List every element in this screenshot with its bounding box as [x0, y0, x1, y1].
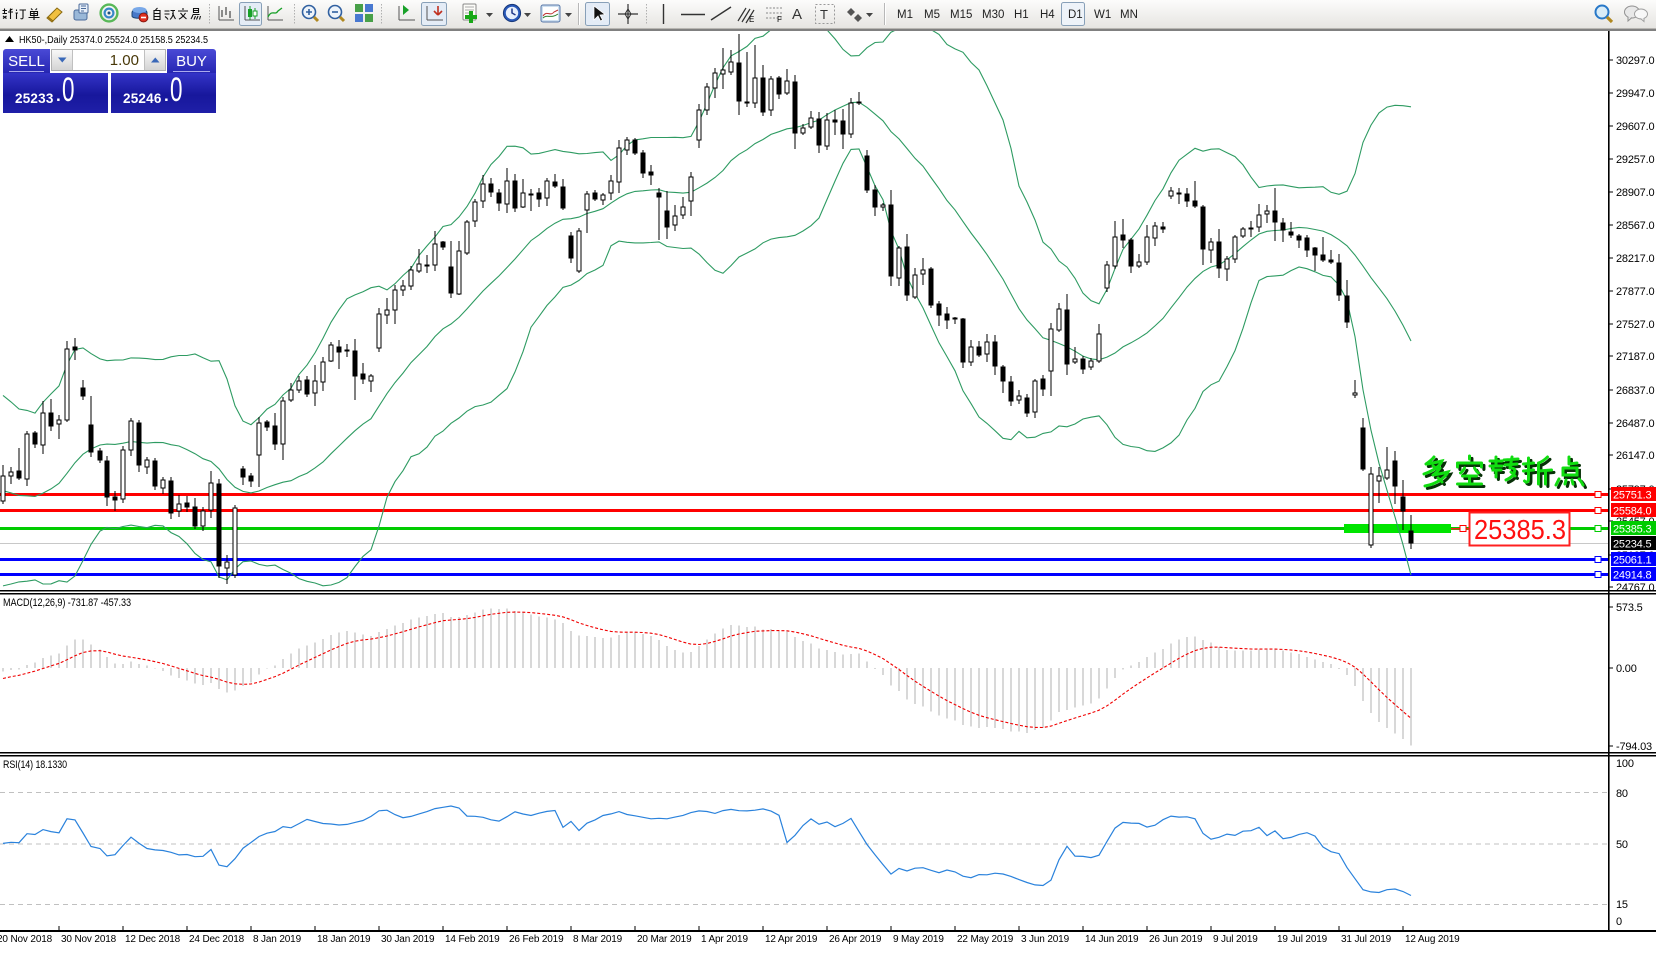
svg-text:3 Jun 2019: 3 Jun 2019	[1021, 934, 1070, 945]
svg-text:100: 100	[1616, 758, 1634, 770]
svg-text:RSI(14) 18.1330: RSI(14) 18.1330	[3, 759, 67, 771]
svg-text:28217.0: 28217.0	[1616, 253, 1654, 265]
svg-text:25385.3: 25385.3	[1474, 514, 1566, 545]
svg-text:D1: D1	[1068, 9, 1083, 21]
svg-text:H4: H4	[1040, 9, 1055, 21]
svg-text:25584.0: 25584.0	[1613, 506, 1651, 518]
svg-text:28907.0: 28907.0	[1616, 187, 1654, 199]
svg-text:0: 0	[1616, 916, 1622, 928]
svg-text:12 Dec 2018: 12 Dec 2018	[125, 934, 181, 945]
svg-text:27527.0: 27527.0	[1616, 319, 1654, 331]
svg-text:MACD(12,26,9) -731.87 -457.33: MACD(12,26,9) -731.87 -457.33	[3, 597, 131, 609]
svg-text:26 Jun 2019: 26 Jun 2019	[1149, 934, 1203, 945]
svg-text:0.00: 0.00	[1616, 663, 1637, 675]
svg-text:M5: M5	[924, 9, 940, 21]
svg-text:9 Jul 2019: 9 Jul 2019	[1213, 934, 1258, 945]
svg-text:26 Apr 2019: 26 Apr 2019	[829, 934, 882, 945]
svg-text:30 Jan 2019: 30 Jan 2019	[381, 934, 435, 945]
svg-text:28567.0: 28567.0	[1616, 220, 1654, 232]
svg-text:M30: M30	[982, 9, 1004, 21]
svg-text:T: T	[820, 7, 828, 22]
svg-text:573.5: 573.5	[1616, 602, 1643, 614]
svg-text:W1: W1	[1094, 9, 1111, 21]
svg-text:M15: M15	[950, 9, 972, 21]
svg-text:15: 15	[1616, 899, 1628, 911]
svg-text:H1: H1	[1014, 9, 1029, 21]
svg-text:12 Apr 2019: 12 Apr 2019	[765, 934, 818, 945]
svg-text:24 Dec 2018: 24 Dec 2018	[189, 934, 245, 945]
svg-text:14 Jun 2019: 14 Jun 2019	[1085, 934, 1139, 945]
svg-text:29607.0: 29607.0	[1616, 121, 1654, 133]
svg-text:8 Jan 2019: 8 Jan 2019	[253, 934, 302, 945]
svg-text:A: A	[792, 6, 802, 23]
svg-text:F: F	[777, 15, 782, 24]
svg-text:MN: MN	[1120, 9, 1138, 21]
svg-text:26487.0: 26487.0	[1616, 418, 1654, 430]
svg-text:50: 50	[1616, 839, 1628, 851]
svg-text:19 Jul 2019: 19 Jul 2019	[1277, 934, 1328, 945]
svg-text:27877.0: 27877.0	[1616, 286, 1654, 298]
svg-text:24914.8: 24914.8	[1613, 570, 1651, 582]
svg-text:22 May 2019: 22 May 2019	[957, 934, 1014, 945]
svg-text:8 Mar 2019: 8 Mar 2019	[573, 934, 623, 945]
svg-text:30 Nov 2018: 30 Nov 2018	[61, 934, 117, 945]
svg-text:14 Feb 2019: 14 Feb 2019	[445, 934, 500, 945]
svg-text:-794.03: -794.03	[1616, 741, 1652, 753]
svg-text:18 Jan 2019: 18 Jan 2019	[317, 934, 371, 945]
svg-text:27187.0: 27187.0	[1616, 351, 1654, 363]
svg-text:20 Nov 2018: 20 Nov 2018	[0, 934, 53, 945]
svg-text:9 May 2019: 9 May 2019	[893, 934, 944, 945]
svg-text:29257.0: 29257.0	[1616, 154, 1654, 166]
svg-text:25061.1: 25061.1	[1613, 555, 1651, 567]
svg-text:1 Apr 2019: 1 Apr 2019	[701, 934, 748, 945]
svg-text:29947.0: 29947.0	[1616, 88, 1654, 100]
svg-text:25234.5: 25234.5	[1613, 539, 1651, 551]
svg-text:26 Feb 2019: 26 Feb 2019	[509, 934, 564, 945]
svg-text:26147.0: 26147.0	[1616, 450, 1654, 462]
svg-text:31 Jul 2019: 31 Jul 2019	[1341, 934, 1392, 945]
svg-text:20 Mar 2019: 20 Mar 2019	[637, 934, 692, 945]
svg-text:26837.0: 26837.0	[1616, 385, 1654, 397]
svg-text:E: E	[749, 15, 754, 24]
svg-text:12 Aug 2019: 12 Aug 2019	[1405, 934, 1460, 945]
svg-text:24767.0: 24767.0	[1616, 582, 1654, 594]
svg-text:M1: M1	[897, 9, 913, 21]
svg-text:80: 80	[1616, 788, 1628, 800]
svg-text:25385.3: 25385.3	[1613, 524, 1651, 536]
svg-text:30297.0: 30297.0	[1616, 55, 1654, 67]
svg-text:HK50-,Daily 25374.0 25524.0 2: HK50-,Daily 25374.0 25524.0 25158.5 2523…	[19, 35, 208, 46]
svg-text:25751.3: 25751.3	[1613, 490, 1651, 502]
